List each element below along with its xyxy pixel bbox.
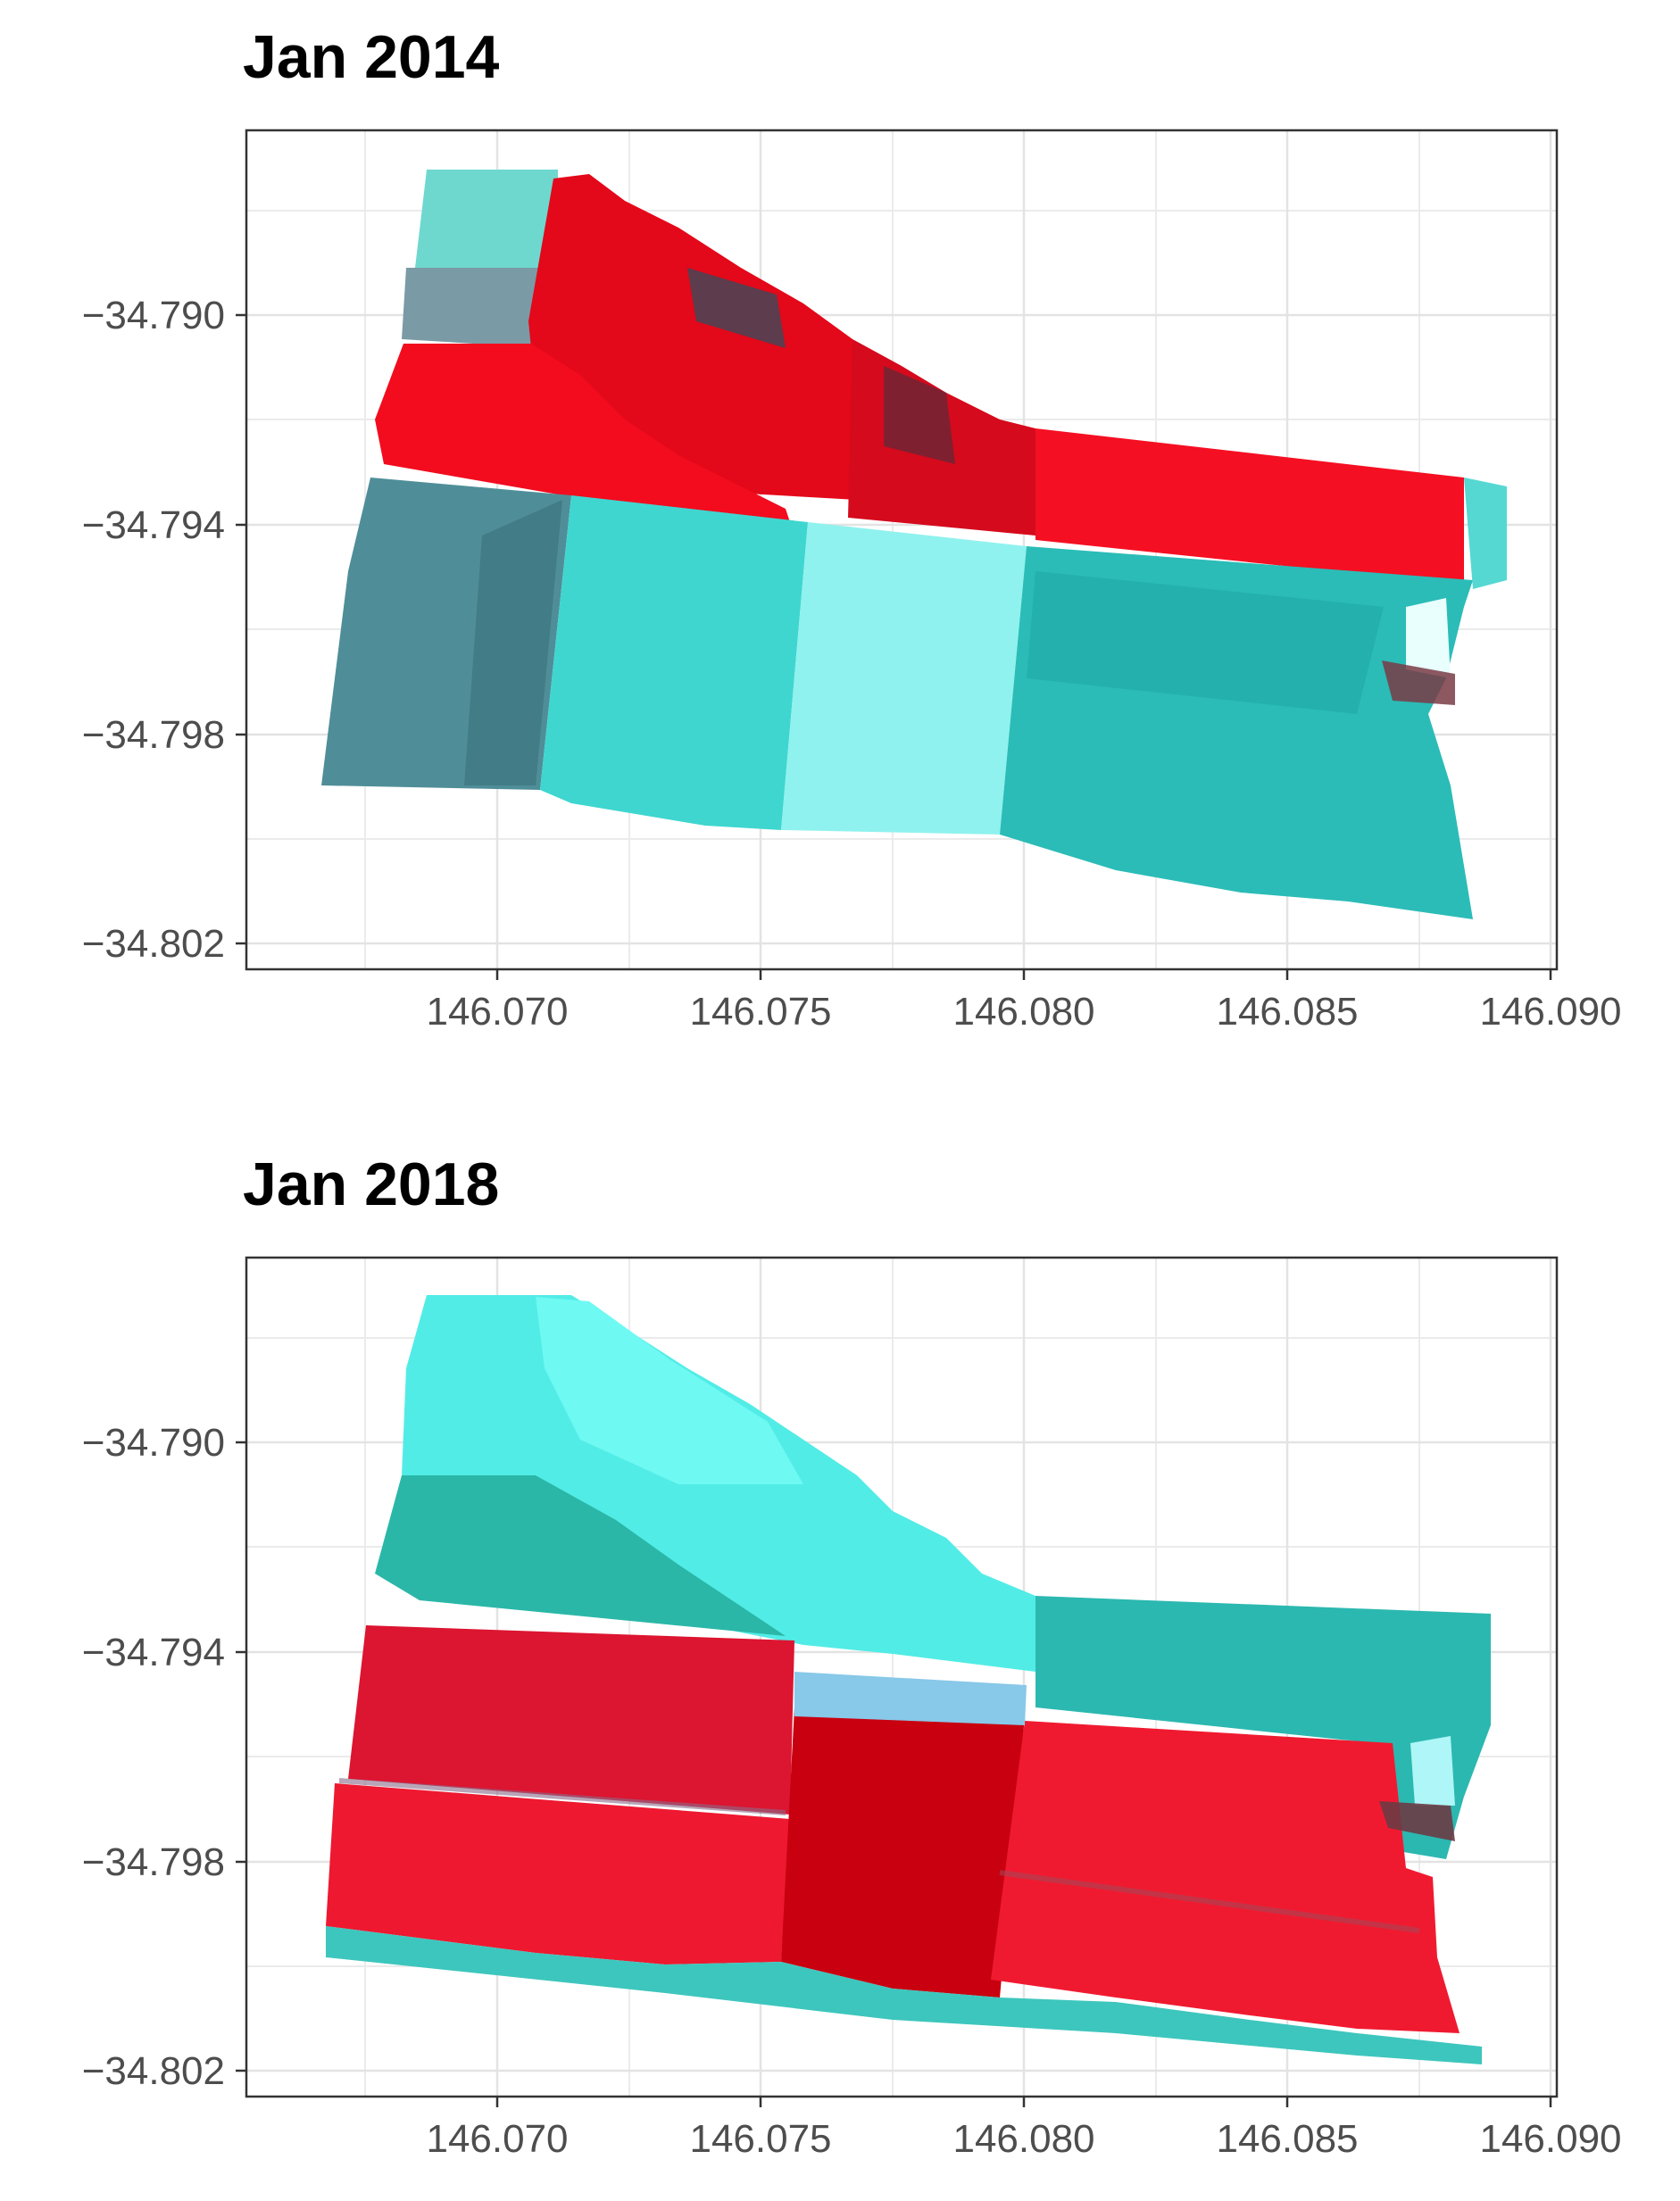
field-cyan-center-notch (794, 1672, 1027, 1725)
field-teal-northwest (375, 1475, 786, 1636)
field-cyan-central (540, 495, 808, 830)
y-tick-label: −34.794 (82, 1631, 225, 1674)
x-tick-label: 146.075 (689, 2117, 831, 2161)
x-tick-label: 146.080 (952, 990, 1094, 1034)
raster-image-2018 (326, 1295, 1491, 2064)
y-axis-ticks (236, 313, 246, 945)
x-tick-label: 146.085 (1216, 2117, 1358, 2161)
bright-spot-east (1410, 1736, 1455, 1806)
panel-title: Jan 2014 (243, 23, 500, 91)
panel-jan-2014: −34.790 −34.794 −34.798 −34.802 146.070 … (0, 0, 1680, 1100)
x-tick-label: 146.090 (1479, 2117, 1621, 2161)
y-tick-label: −34.798 (82, 1840, 225, 1884)
dark-patch-2 (884, 366, 955, 464)
field-northwest-edge (402, 268, 546, 348)
fringe-east (1464, 478, 1507, 589)
x-axis-ticks (495, 969, 1552, 980)
y-axis-ticks (236, 1441, 246, 2072)
panel-border (245, 129, 1559, 971)
x-tick-label: 146.085 (1216, 990, 1358, 1034)
field-slate-shadow (464, 500, 562, 785)
panel-jan-2018: −34.790 −34.794 −34.798 −34.802 146.070 … (0, 1100, 1680, 2201)
x-tick-label: 146.080 (952, 2117, 1094, 2161)
x-tick-label: 146.070 (426, 2117, 568, 2161)
field-red-center (781, 1707, 1025, 1998)
field-divider-1 (338, 1778, 786, 1815)
field-red-east (991, 1721, 1460, 2033)
field-red-west-top (348, 1625, 794, 1815)
field-red-west (375, 344, 794, 536)
x-tick-label: 146.090 (1479, 990, 1621, 1034)
y-tick-label: −34.790 (82, 1421, 225, 1465)
fringe-south (326, 1926, 1482, 2064)
field-red-east (1035, 428, 1464, 585)
y-tick-label: −34.802 (82, 922, 225, 966)
panel-title: Jan 2018 (243, 1150, 500, 1218)
field-light-cyan (781, 522, 1027, 835)
x-tick-label: 146.070 (426, 990, 568, 1034)
x-axis-ticks (495, 2097, 1552, 2107)
dark-spot-east (1379, 1801, 1455, 1841)
y-tick-label: −34.794 (82, 503, 225, 547)
field-red-west-bottom (326, 1783, 790, 1964)
field-teal-east-dark (1027, 571, 1384, 714)
y-tick-label: −34.802 (82, 2049, 225, 2093)
y-tick-label: −34.798 (82, 713, 225, 757)
field-divider-2 (999, 1870, 1420, 1933)
y-tick-label: −34.790 (82, 294, 225, 337)
dark-spot-east (1382, 660, 1455, 705)
x-tick-label: 146.075 (689, 990, 831, 1034)
bright-spot-east (1406, 598, 1451, 678)
raster-image-2014 (321, 170, 1507, 919)
field-cyan-north-bright (536, 1297, 803, 1484)
dark-patch-1 (687, 268, 786, 348)
map-plot-2018: −34.790 −34.794 −34.798 −34.802 146.070 … (82, 1256, 1622, 2161)
field-teal-northeast (1035, 1596, 1491, 1859)
panel-border (245, 1256, 1559, 2098)
map-plot-2014: −34.790 −34.794 −34.798 −34.802 146.070 … (82, 129, 1622, 1034)
